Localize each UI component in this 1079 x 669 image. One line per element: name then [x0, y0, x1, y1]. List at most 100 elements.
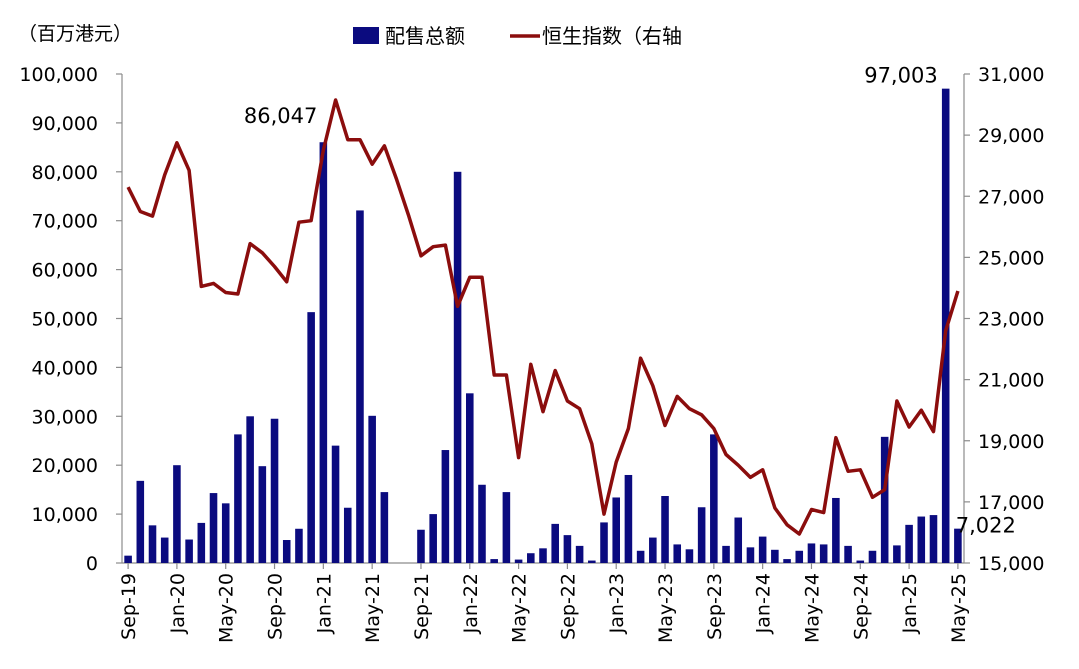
placement-amount-bar [343, 507, 352, 563]
placement-amount-bar [575, 545, 584, 563]
placement-amount-bar [649, 537, 657, 563]
placement-amount-bar [282, 540, 291, 563]
placement-amount-bar [917, 516, 926, 563]
placement-amount-bar [905, 524, 913, 563]
left-axis-tick-label: 20,000 [32, 455, 98, 477]
left-axis-tick-label: 0 [86, 553, 98, 575]
right-axis-tick-label: 29,000 [978, 125, 1044, 147]
placement-amount-bar [612, 497, 621, 563]
placement-amount-bar [624, 474, 633, 563]
placement-amount-bar [710, 434, 718, 563]
left-axis-tick-label: 70,000 [32, 211, 98, 233]
left-axis-tick-label: 100,000 [19, 64, 98, 86]
placement-amount-bar [514, 559, 523, 563]
x-axis-ticks: Sep-19 Jan-20 May-20 Sep-20 Jan-21 May-21 Sep-… [118, 563, 970, 643]
x-axis-tick-label: Sep-21 [411, 573, 433, 640]
bar-data-label: 97,003 [864, 64, 937, 88]
placement-amount-bar [124, 555, 132, 563]
x-axis-tick-label: Jan-23 [606, 573, 628, 634]
right-axis-tick-label: 31,000 [978, 64, 1044, 86]
legend-bar-label: 配售总额 [385, 24, 465, 48]
x-axis-tick-label: May-25 [948, 573, 970, 643]
legend-bar-swatch [353, 27, 379, 44]
placement-amount-bar [319, 142, 328, 563]
placement-amount-bar [734, 517, 743, 563]
placement-amount-bar [819, 544, 828, 563]
right-axis-tick-label: 17,000 [978, 492, 1044, 514]
x-axis-tick-label: Sep-19 [118, 573, 140, 640]
placement-amount-bar [368, 415, 376, 563]
left-axis-tick-label: 30,000 [32, 406, 98, 428]
right-axis-tick-label: 25,000 [978, 247, 1044, 269]
placement-amount-bar [148, 525, 157, 563]
legend: 配售总额 恒生指数（右轴 [353, 24, 682, 48]
x-axis-tick-label: Jan-25 [899, 573, 921, 634]
x-axis-tick-label: Jan-22 [460, 573, 482, 634]
placement-amount-bar [929, 515, 938, 563]
placement-amount-bar [246, 416, 254, 563]
left-axis-ticks: 0 10,000 20,000 30,000 40,000 50,000 60,000 70,… [19, 64, 122, 575]
bar-data-label: 86,047 [244, 104, 317, 128]
placement-amount-bar [527, 553, 535, 563]
right-axis-tick-label: 21,000 [978, 370, 1044, 392]
right-axis-tick-label: 27,000 [978, 186, 1044, 208]
placement-amount-bar [807, 543, 816, 563]
left-axis-tick-label: 60,000 [32, 260, 98, 282]
x-axis-tick-label: May-22 [509, 573, 531, 643]
hsi-line-series [126, 98, 960, 536]
placement-amount-bar [173, 465, 181, 563]
placement-amount-bar [893, 545, 901, 563]
placement-amount-bar [636, 550, 645, 563]
left-axis-tick-label: 40,000 [32, 357, 98, 379]
left-axis-unit-label: （百万港元） [18, 23, 132, 45]
left-axis-tick-label: 90,000 [32, 113, 98, 135]
bar-data-label: 7,022 [956, 514, 1016, 538]
left-axis-tick-label: 10,000 [32, 504, 98, 526]
placement-amount-bar [722, 545, 730, 563]
placement-amount-bar [563, 535, 572, 563]
legend-line-label: 恒生指数（右轴 [542, 24, 682, 48]
placement-amount-bar [685, 549, 694, 563]
placement-amount-bar [380, 492, 389, 563]
placement-amount-bar [417, 529, 425, 563]
right-axis-tick-label: 23,000 [978, 309, 1044, 331]
placement-amount-bar [258, 466, 267, 563]
data-labels: 86,047 97,003 7,022 [244, 64, 1016, 538]
x-axis-tick-label: Sep-20 [265, 573, 287, 640]
x-axis-tick-label: Jan-20 [167, 573, 189, 634]
placement-amount-bar [185, 539, 193, 563]
placement-amount-bar [880, 436, 889, 563]
placement-amount-bar [441, 450, 450, 563]
right-axis-ticks: 15,000 17,000 19,000 21,000 23,000 25,000 27,0… [964, 64, 1044, 575]
placement-amount-bar [478, 484, 486, 563]
x-axis-tick-label: Jan-21 [313, 573, 335, 634]
placement-amount-bar [588, 560, 596, 563]
left-axis-tick-label: 80,000 [32, 162, 98, 184]
x-axis-tick-label: May-23 [655, 573, 677, 643]
x-axis-tick-label: May-20 [216, 573, 238, 643]
placement-amount-bar [295, 528, 303, 563]
placement-amount-bar [868, 550, 877, 563]
placement-amount-bar [539, 548, 547, 563]
placement-amount-bar [673, 544, 682, 563]
placement-amount-bar [307, 312, 315, 563]
left-axis-tick-label: 50,000 [32, 309, 98, 331]
placement-amount-bar [221, 503, 230, 563]
placement-amount-bar [600, 522, 608, 563]
placement-amount-bar [197, 522, 206, 563]
x-axis-tick-label: Jan-24 [753, 573, 775, 634]
placement-amount-bar [160, 537, 169, 563]
placement-amount-bar [697, 507, 706, 563]
x-axis-tick-label: May-21 [362, 573, 384, 643]
placement-amount-bar [429, 514, 437, 563]
placement-amount-bars [124, 88, 962, 564]
placement-amount-bar [758, 536, 767, 563]
x-axis-tick-label: Sep-24 [850, 573, 872, 640]
placement-amount-bar [209, 493, 218, 563]
placement-amount-bar [502, 492, 511, 563]
placement-amount-bar [844, 545, 852, 563]
x-axis-tick-label: Sep-23 [704, 573, 726, 640]
placement-amount-bar [795, 550, 804, 563]
hsi-line [126, 98, 960, 536]
